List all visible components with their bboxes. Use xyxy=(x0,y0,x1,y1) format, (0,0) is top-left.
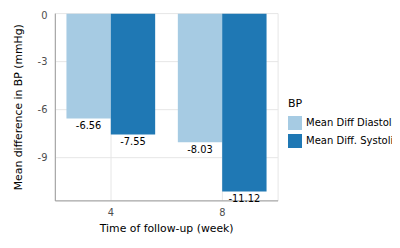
svg-text:4: 4 xyxy=(108,207,114,218)
html-text:BP: BP xyxy=(288,96,303,110)
svg-text:-8.03: -8.03 xyxy=(187,144,212,155)
svg-text:-6: -6 xyxy=(38,104,48,115)
svg-text:-9: -9 xyxy=(38,152,48,163)
svg-text:-6.56: -6.56 xyxy=(76,120,101,131)
svg-text:-11.12: -11.12 xyxy=(229,193,261,204)
svg-text:8: 8 xyxy=(219,207,225,218)
svg-text:-3: -3 xyxy=(38,56,48,67)
svg-text:Mean difference in BP (mmHg): Mean difference in BP (mmHg) xyxy=(12,24,25,190)
svg-text:0: 0 xyxy=(41,10,47,21)
svg-text:Time of follow-up (week): Time of follow-up (week) xyxy=(99,222,234,235)
svg-text:-7.55: -7.55 xyxy=(120,136,145,147)
